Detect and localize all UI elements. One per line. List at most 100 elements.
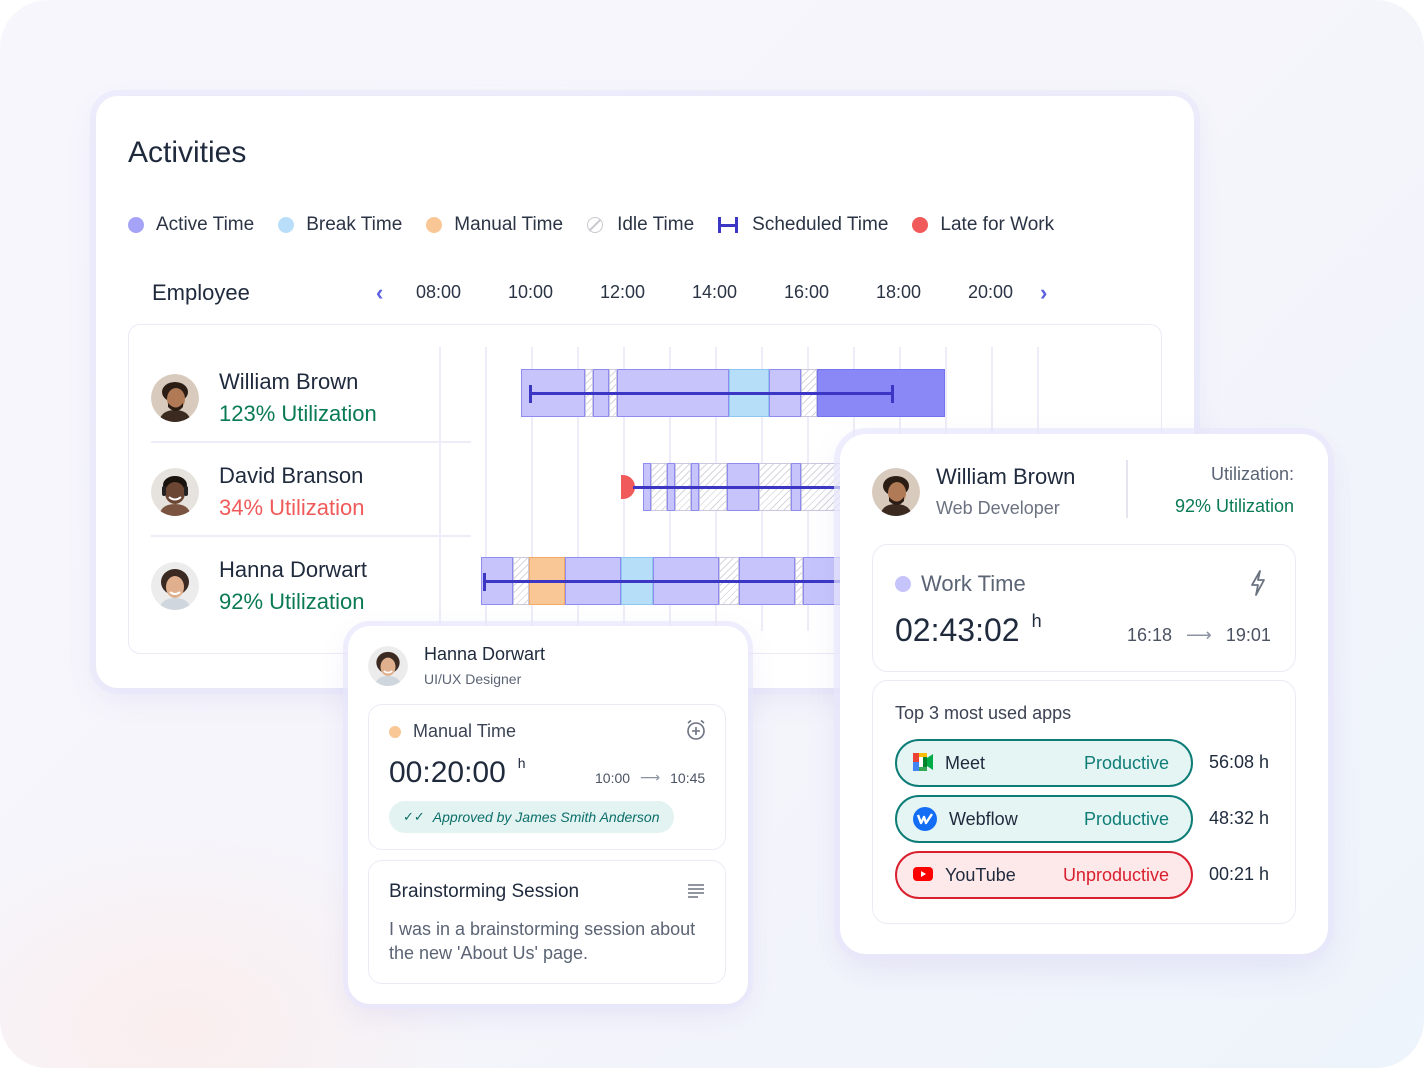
employee-role: UI/UX Designer [424,671,522,687]
avatar [368,645,408,686]
hour-label: 12:00 [600,282,646,302]
legend-manual-time: Manual Time [426,214,563,236]
row-divider [151,441,471,443]
grid-line [531,347,533,631]
top-apps-title: Top 3 most used apps [895,703,1072,723]
app-pill-webflow[interactable]: Webflow Productive [895,795,1193,843]
manual-time-label: Manual Time [389,721,516,742]
manual-time-text: Manual Time [413,721,517,741]
double-check-icon: ✓✓ [403,809,425,824]
hour-label: 14:00 [692,282,738,302]
app-name: Meet [945,752,986,773]
hour-label: 10:00 [508,282,554,302]
scheduled-line [483,580,841,583]
app-name: YouTube [945,864,1016,885]
activity-bar-william[interactable] [521,369,951,417]
hanna-detail-card: Hanna Dorwart UI/UX Designer Manual Time… [348,626,748,1004]
alarm-add-icon[interactable] [685,719,707,746]
scheduled-end-cap [891,385,894,403]
app-status: Unproductive [1062,864,1169,885]
late-for-work-marker [621,475,635,499]
employee-utilization: 34% Utilization [219,495,365,520]
time-range: 10:00 ⟶ 10:45 [595,769,705,786]
approved-badge: ✓✓ Approved by James Smith Anderson [389,801,674,833]
legend-idle-time: Idle Time [587,214,694,236]
legend-scheduled-time: Scheduled Time [718,214,888,236]
work-time-dot [895,576,911,592]
grid-line [485,347,487,631]
work-time-value: 02:43:02 h [895,611,1042,648]
app-pill-youtube[interactable]: YouTube Unproductive [895,851,1193,899]
app-pill-meet[interactable]: Meet Productive [895,739,1193,787]
top-apps-panel: Top 3 most used apps Meet Productive 56:… [872,680,1296,924]
legend-label: Manual Time [454,214,564,235]
range-end: 10:45 [670,769,706,786]
break-time-dot [278,217,295,233]
notes-icon[interactable] [687,883,705,904]
chevron-right-icon[interactable]: › [1040,280,1048,305]
lightning-icon[interactable] [1249,569,1267,602]
active-time-dot [128,217,144,233]
legend-label: Break Time [306,214,403,235]
activity-bar-david[interactable] [621,463,841,511]
app-duration: 48:32 h [1209,808,1270,828]
late-dot [912,217,929,233]
arrow-right-icon: ⟶ [1186,625,1212,645]
utilization-value: 92% Utilization [1174,496,1294,516]
work-time-text: Work Time [921,571,1026,596]
avatar [151,468,199,516]
legend-break-time: Break Time [278,214,402,236]
app-duration: 56:08 h [1209,752,1270,772]
manual-time-dot [389,725,401,738]
employee-row-hanna[interactable]: Hanna Dorwart 92% Utilization [151,557,367,615]
scheduled-line [529,392,893,395]
work-time-panel: Work Time 02:43:02 h 16:18 ⟶ 19:01 [872,544,1296,672]
google-meet-icon [913,753,933,773]
hour-label: 08:00 [416,282,462,302]
employee-column-header: Employee [152,280,250,305]
idle-icon [587,217,604,233]
work-time-label: Work Time [895,571,1026,597]
employee-utilization: 123% Utilization [219,401,377,426]
employee-name: Hanna Dorwart [219,557,367,582]
grid-line [577,347,579,631]
app-duration: 00:21 h [1209,864,1270,884]
timeline-grid: William Brown 123% Utilization [128,324,1162,654]
avatar [872,467,920,516]
manual-time-value: 00:20:00 h [389,755,526,789]
employee-name: David Branson [219,463,364,488]
activity-bar-hanna[interactable] [481,557,841,605]
employee-role: Web Developer [936,498,1060,518]
approved-text: Approved by James Smith Anderson [432,809,660,825]
app-name: Webflow [949,808,1018,829]
manual-time-panel: Manual Time 00:20:00 h 10:00 ⟶ 10:45 ✓✓ A… [368,704,726,850]
employee-row-david[interactable]: David Branson 34% Utilization [151,463,365,521]
note-title: Brainstorming Session [389,881,580,902]
app-status: Productive [1083,808,1169,829]
row-divider [151,535,471,537]
employee-row-william[interactable]: William Brown 123% Utilization [151,369,377,427]
webflow-icon [913,807,937,831]
chevron-left-icon[interactable]: ‹ [376,280,384,305]
scheduled-line [633,486,841,489]
employee-name: Hanna Dorwart [424,644,546,664]
legend-label: Idle Time [617,214,695,235]
range-start: 16:18 [1127,625,1173,645]
app-status: Productive [1083,752,1169,773]
hour-label: 20:00 [968,282,1014,302]
legend-label: Scheduled Time [752,214,889,235]
card-header: Hanna Dorwart UI/UX Designer [368,644,545,687]
scheduled-icon [718,217,739,233]
legend: Active Time Break Time Manual Time Idle … [128,214,1078,236]
range-end: 19:01 [1225,625,1271,645]
header-divider [1126,460,1128,518]
card-header: William Brown Web Developer [872,464,1075,519]
avatar [151,562,199,610]
legend-label: Late for Work [940,214,1055,235]
activities-title: Activities [128,136,247,169]
utilization-label: Utilization: [1210,464,1294,484]
legend-active-time: Active Time [128,214,254,236]
hour-label: 16:00 [784,282,830,302]
legend-late-for-work: Late for Work [912,214,1054,236]
time-range: 16:18 ⟶ 19:01 [1127,625,1271,646]
